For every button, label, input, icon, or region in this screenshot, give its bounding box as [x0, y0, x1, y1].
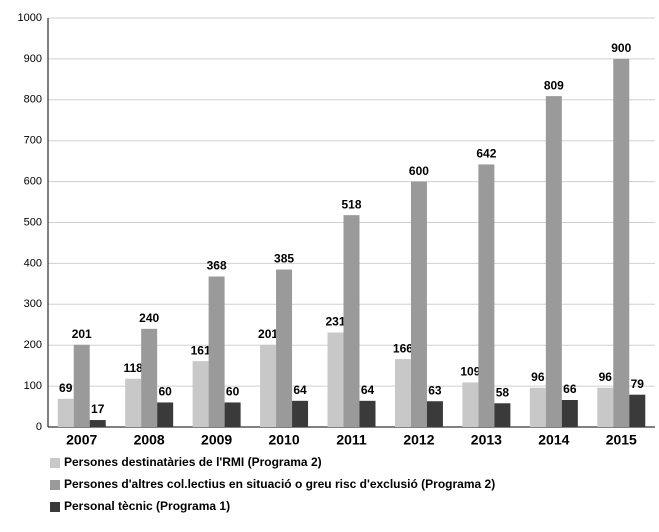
- bar: [545, 96, 562, 427]
- bar: [494, 403, 511, 427]
- bar: [73, 344, 90, 427]
- value-label: 69: [59, 381, 73, 395]
- value-label: 600: [409, 164, 429, 178]
- value-label: 109: [460, 365, 480, 379]
- bar: [410, 181, 427, 427]
- y-tick-label: 0: [36, 421, 42, 433]
- bar: [462, 382, 479, 427]
- bar: [141, 328, 158, 427]
- value-label: 201: [258, 327, 278, 341]
- x-tick-label: 2007: [66, 432, 97, 448]
- bar: [327, 332, 344, 427]
- value-label: 63: [428, 383, 442, 397]
- value-label: 96: [599, 370, 613, 384]
- value-label: 96: [531, 370, 545, 384]
- legend-swatch: [50, 458, 60, 468]
- x-tick-label: 2011: [336, 432, 367, 448]
- bar: [89, 420, 106, 427]
- legend-label: Persones d'altres col.lectius en situaci…: [64, 477, 495, 491]
- value-label: 166: [393, 341, 413, 355]
- value-label: 64: [293, 383, 307, 397]
- x-tick-label: 2014: [538, 432, 569, 448]
- value-label: 17: [91, 402, 105, 416]
- bar: [260, 344, 277, 427]
- bar: [125, 378, 142, 427]
- bar: [359, 400, 376, 427]
- legend-label: Personal tècnic (Programa 1): [64, 499, 230, 513]
- legend-swatch: [50, 502, 60, 512]
- legend-swatch: [50, 480, 60, 490]
- bar: [192, 361, 209, 427]
- value-label: 231: [325, 315, 345, 329]
- y-tick-label: 800: [24, 94, 42, 106]
- value-label: 60: [158, 385, 172, 399]
- bar: [529, 387, 546, 427]
- y-tick-label: 400: [24, 257, 42, 269]
- value-label: 518: [341, 197, 361, 211]
- bar: [208, 276, 225, 427]
- y-tick-label: 300: [24, 298, 42, 310]
- bar: [224, 402, 241, 427]
- bar: [292, 400, 309, 427]
- y-tick-label: 700: [24, 135, 42, 147]
- bar: [57, 398, 74, 427]
- x-tick-label: 2015: [606, 432, 637, 448]
- value-label: 240: [139, 311, 159, 325]
- y-tick-label: 600: [24, 176, 42, 188]
- y-tick-label: 100: [24, 380, 42, 392]
- value-label: 64: [361, 383, 375, 397]
- value-label: 118: [123, 361, 143, 375]
- value-label: 161: [191, 343, 211, 357]
- x-tick-label: 2008: [134, 432, 165, 448]
- bar: [478, 164, 495, 427]
- x-tick-label: 2009: [201, 432, 232, 448]
- bar: [629, 394, 646, 427]
- x-tick-label: 2012: [403, 432, 434, 448]
- y-tick-label: 1000: [18, 12, 42, 24]
- value-label: 900: [611, 41, 631, 55]
- value-label: 201: [72, 327, 92, 341]
- value-label: 60: [226, 385, 240, 399]
- bar: [394, 359, 411, 427]
- value-label: 58: [496, 385, 510, 399]
- bar: [597, 387, 614, 427]
- bar: [157, 402, 174, 427]
- bar: [613, 58, 630, 428]
- legend-label: Persones destinatàries de l'RMI (Program…: [64, 455, 322, 469]
- value-label: 809: [544, 78, 564, 92]
- x-tick-label: 2010: [268, 432, 299, 448]
- value-label: 642: [476, 147, 496, 161]
- value-label: 385: [274, 252, 294, 266]
- bar: [426, 401, 443, 427]
- bar: [276, 269, 293, 427]
- y-tick-label: 200: [24, 339, 42, 351]
- value-label: 79: [631, 377, 645, 391]
- bar: [561, 400, 578, 427]
- y-tick-label: 900: [24, 53, 42, 65]
- value-label: 66: [563, 382, 577, 396]
- value-label: 368: [207, 259, 227, 273]
- y-tick-label: 500: [24, 216, 42, 228]
- bar: [343, 215, 360, 427]
- x-tick-label: 2013: [471, 432, 502, 448]
